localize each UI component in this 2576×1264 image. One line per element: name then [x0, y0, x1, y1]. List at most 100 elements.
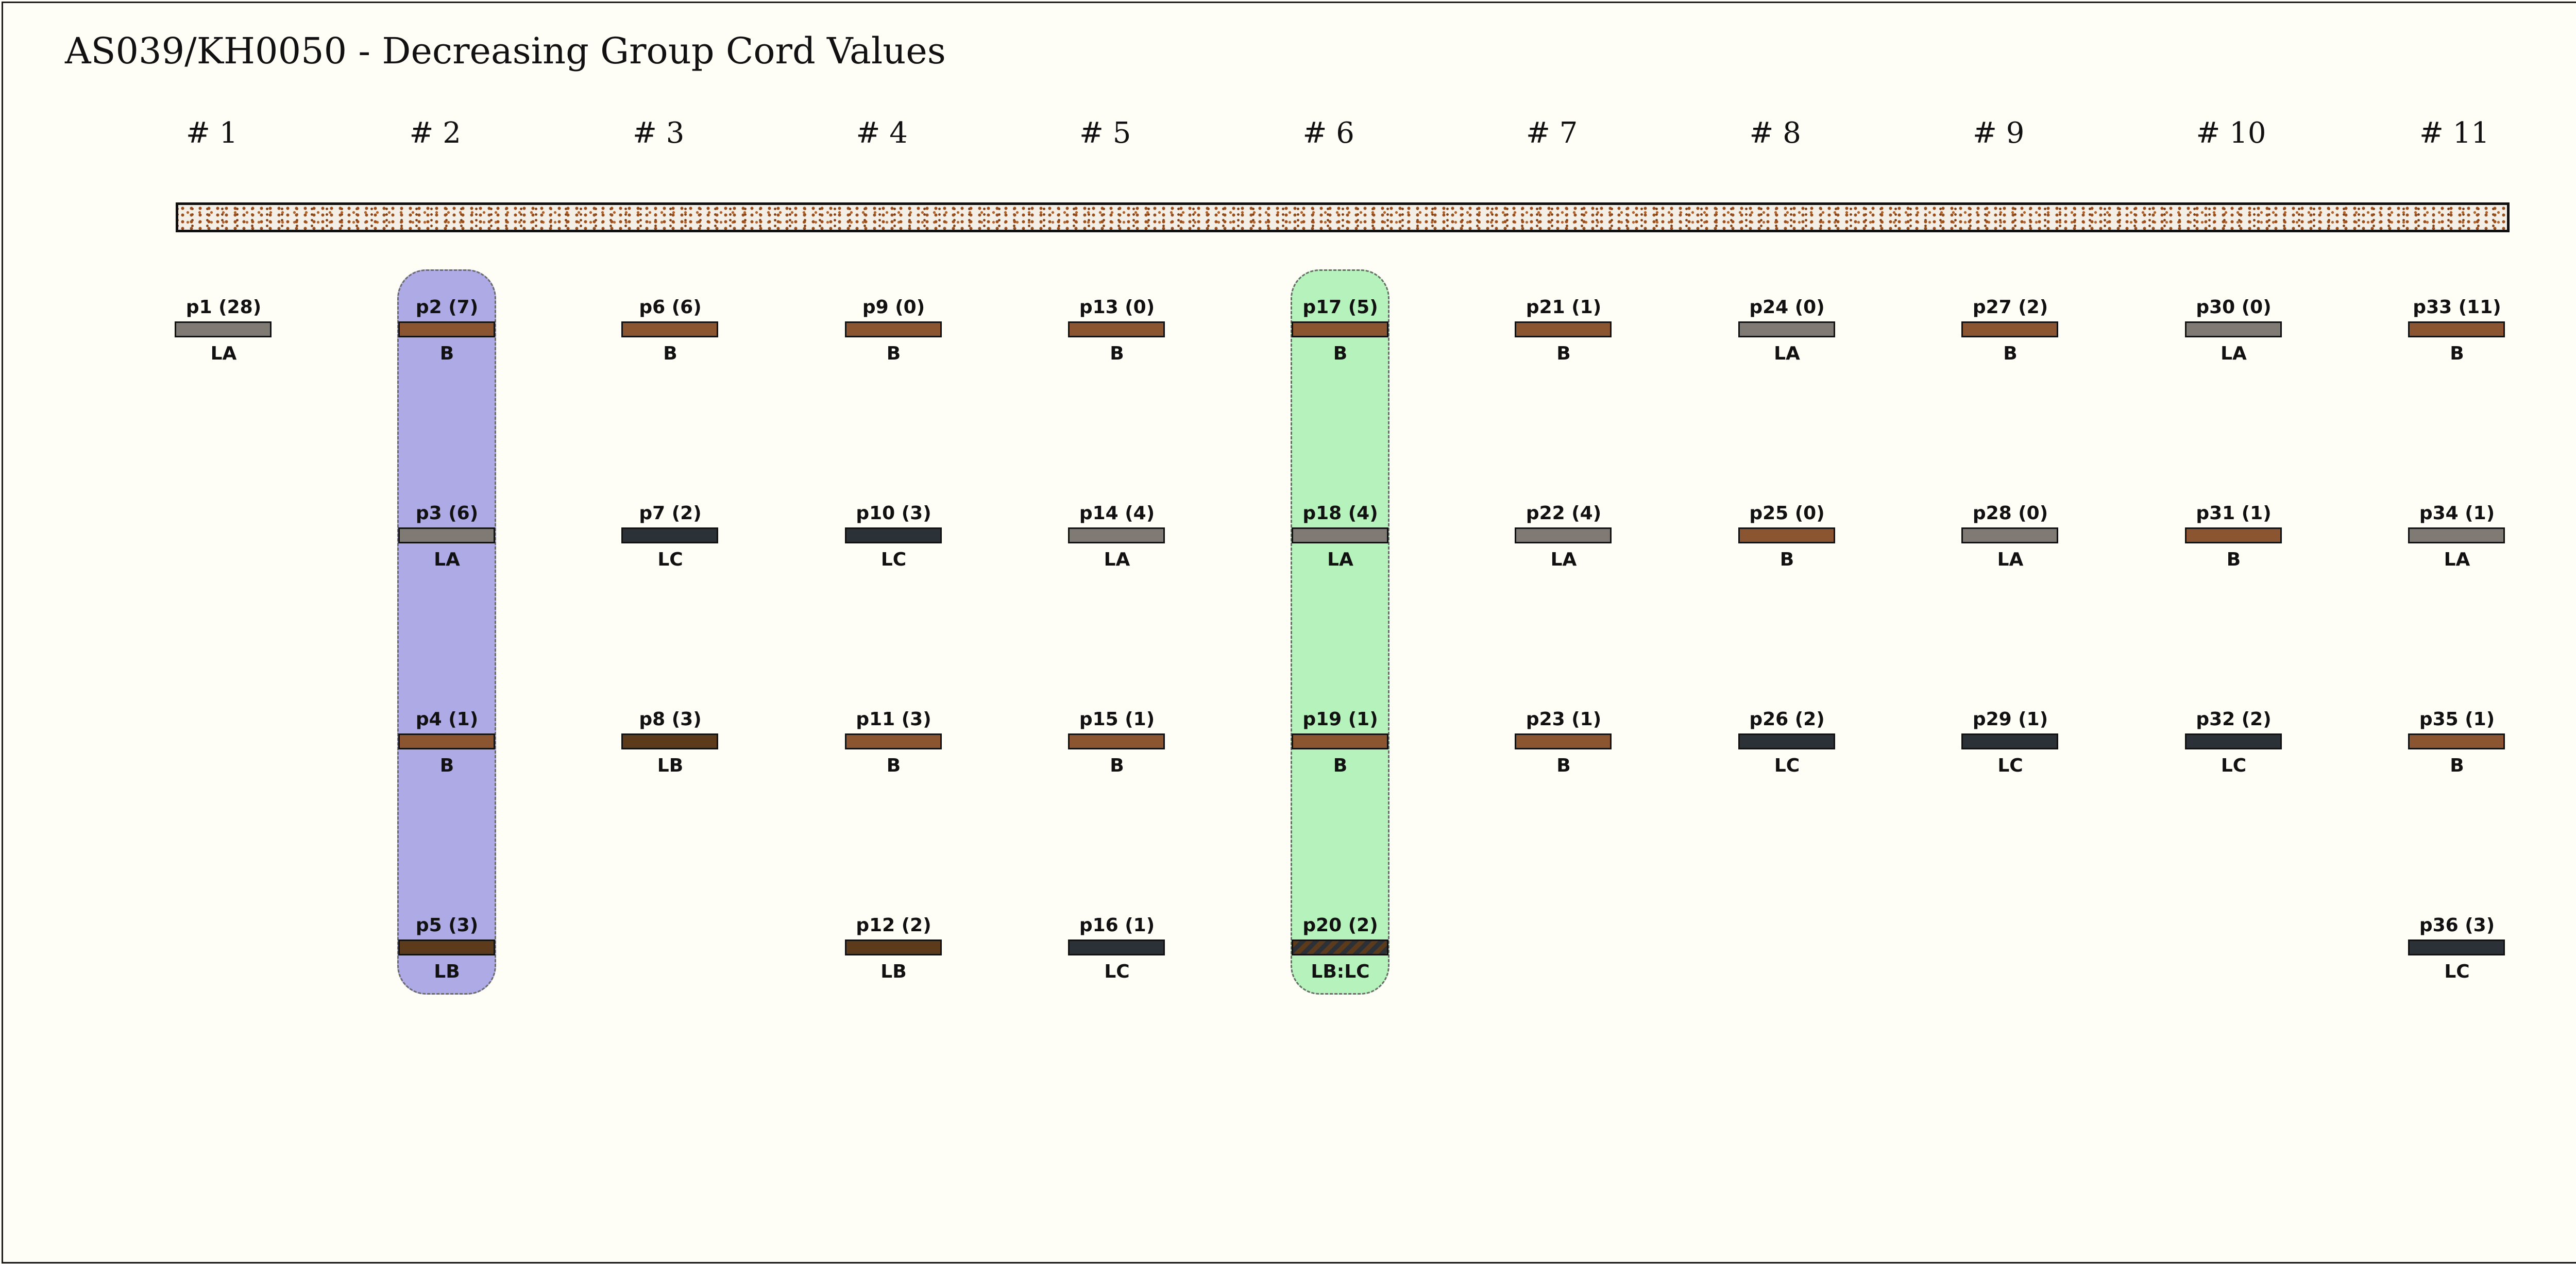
- cord-color-code: LC: [880, 549, 907, 570]
- cord-color-code: LC: [2221, 755, 2247, 776]
- cord-label: p28 (0): [1972, 503, 2048, 524]
- cord-bar: [1738, 733, 1835, 749]
- cord-bar: [844, 733, 942, 749]
- cord-bar: [1961, 527, 2058, 543]
- cord-label: p21 (1): [1526, 297, 1602, 318]
- cord-color-code: B: [1110, 755, 1124, 776]
- group-highlight-2: [397, 269, 496, 995]
- cord-label: p2 (7): [415, 297, 479, 318]
- cord-color-code: B: [2450, 343, 2464, 364]
- cord-bar: [2408, 321, 2505, 337]
- cord-color-code: B: [2450, 755, 2464, 776]
- cord-bar: [621, 527, 718, 543]
- cord-color-code: LA: [210, 343, 237, 364]
- cord-label: p14 (4): [1079, 503, 1155, 524]
- cord-label: p16 (1): [1079, 915, 1155, 936]
- cord-label: p26 (2): [1749, 709, 1825, 730]
- cord-label: p8 (3): [639, 709, 702, 730]
- cord-label: p22 (4): [1526, 503, 1602, 524]
- cord-label: p23 (1): [1526, 709, 1602, 730]
- cord-bar: [398, 733, 495, 749]
- group-label-3: # 3: [633, 116, 685, 150]
- cord-color-code: B: [439, 343, 454, 364]
- cord-color-code: LA: [434, 549, 460, 570]
- cord-label: p31 (1): [2196, 503, 2272, 524]
- cord-color-code: B: [1333, 343, 1348, 364]
- cord-label: p9 (0): [862, 297, 925, 318]
- cord-color-code: LB:LC: [1311, 961, 1370, 982]
- cord-label: p35 (1): [2419, 709, 2495, 730]
- cord-label: p17 (5): [1302, 297, 1378, 318]
- group-label-9: # 9: [1973, 116, 2025, 150]
- cord-bar: [1961, 321, 2058, 337]
- cord-label: p24 (0): [1749, 297, 1825, 318]
- cord-bar: [844, 940, 942, 955]
- cord-bar: [621, 733, 718, 749]
- cord-label: p15 (1): [1079, 709, 1155, 730]
- cord-bar: [1068, 527, 1165, 543]
- group-highlight-6: [1290, 269, 1389, 995]
- cord-bar: [844, 527, 942, 543]
- cord-label: p3 (6): [415, 503, 479, 524]
- cord-label: p6 (6): [639, 297, 702, 318]
- cord-color-code: LC: [1997, 755, 2023, 776]
- cord-bar: [2408, 733, 2505, 749]
- cord-color-code: B: [1556, 755, 1571, 776]
- cord-color-code: LB: [880, 961, 907, 982]
- cord-color-code: B: [2226, 549, 2241, 570]
- cord-color-code: B: [886, 343, 901, 364]
- group-label-8: # 8: [1749, 116, 1801, 150]
- cord-color-code: LA: [1104, 549, 1130, 570]
- cord-color-code: LA: [1327, 549, 1353, 570]
- cord-bar: [1738, 527, 1835, 543]
- cord-bar: [1515, 733, 1612, 749]
- cord-color-code: LC: [1104, 961, 1130, 982]
- cord-bar: [1515, 321, 1612, 337]
- cord-label: p11 (3): [856, 709, 931, 730]
- cord-bar: [2184, 321, 2282, 337]
- cord-color-code: B: [1110, 343, 1124, 364]
- cord-color-code: LC: [1774, 755, 1800, 776]
- cord-color-code: B: [1780, 549, 1794, 570]
- cord-bar: [1515, 527, 1612, 543]
- group-label-2: # 2: [409, 116, 461, 150]
- cord-color-code: LB: [434, 961, 460, 982]
- cord-color-code: B: [1333, 755, 1348, 776]
- cord-bar: [844, 321, 942, 337]
- cord-label: p20 (2): [1302, 915, 1378, 936]
- cord-label: p13 (0): [1079, 297, 1155, 318]
- cord-color-code: LA: [1774, 343, 1800, 364]
- cord-bar: [175, 321, 272, 337]
- cord-color-code: LC: [657, 549, 683, 570]
- cord-label: p29 (1): [1972, 709, 2048, 730]
- cord-color-code: B: [439, 755, 454, 776]
- cord-color-code: LC: [2444, 961, 2470, 982]
- cord-label: p5 (3): [415, 915, 479, 936]
- primary-cord: [176, 202, 2510, 232]
- group-label-5: # 5: [1079, 116, 1131, 150]
- cord-bar: [1291, 527, 1388, 543]
- cord-bar: [398, 527, 495, 543]
- cord-label: p30 (0): [2196, 297, 2272, 318]
- cord-bar: [2408, 940, 2505, 955]
- cord-label: p32 (2): [2196, 709, 2272, 730]
- cord-bar: [1068, 940, 1165, 955]
- cord-bar: [2184, 733, 2282, 749]
- cord-bar: [1738, 321, 1835, 337]
- cord-label: p10 (3): [856, 503, 931, 524]
- cord-bar: [621, 321, 718, 337]
- cord-label: p4 (1): [415, 709, 479, 730]
- cord-bar: [1068, 733, 1165, 749]
- cord-bar: [1291, 940, 1388, 955]
- cord-label: p36 (3): [2419, 915, 2495, 936]
- group-label-10: # 10: [2196, 116, 2266, 150]
- page-title: AS039/KH0050 - Decreasing Group Cord Val…: [65, 30, 946, 72]
- cord-bar: [2408, 527, 2505, 543]
- cord-color-code: LA: [1997, 549, 2024, 570]
- cord-label: p27 (2): [1972, 297, 2048, 318]
- cord-label: p12 (2): [856, 915, 931, 936]
- cord-color-code: LA: [1550, 549, 1577, 570]
- cord-label: p33 (11): [2413, 297, 2501, 318]
- group-label-1: # 1: [186, 116, 238, 150]
